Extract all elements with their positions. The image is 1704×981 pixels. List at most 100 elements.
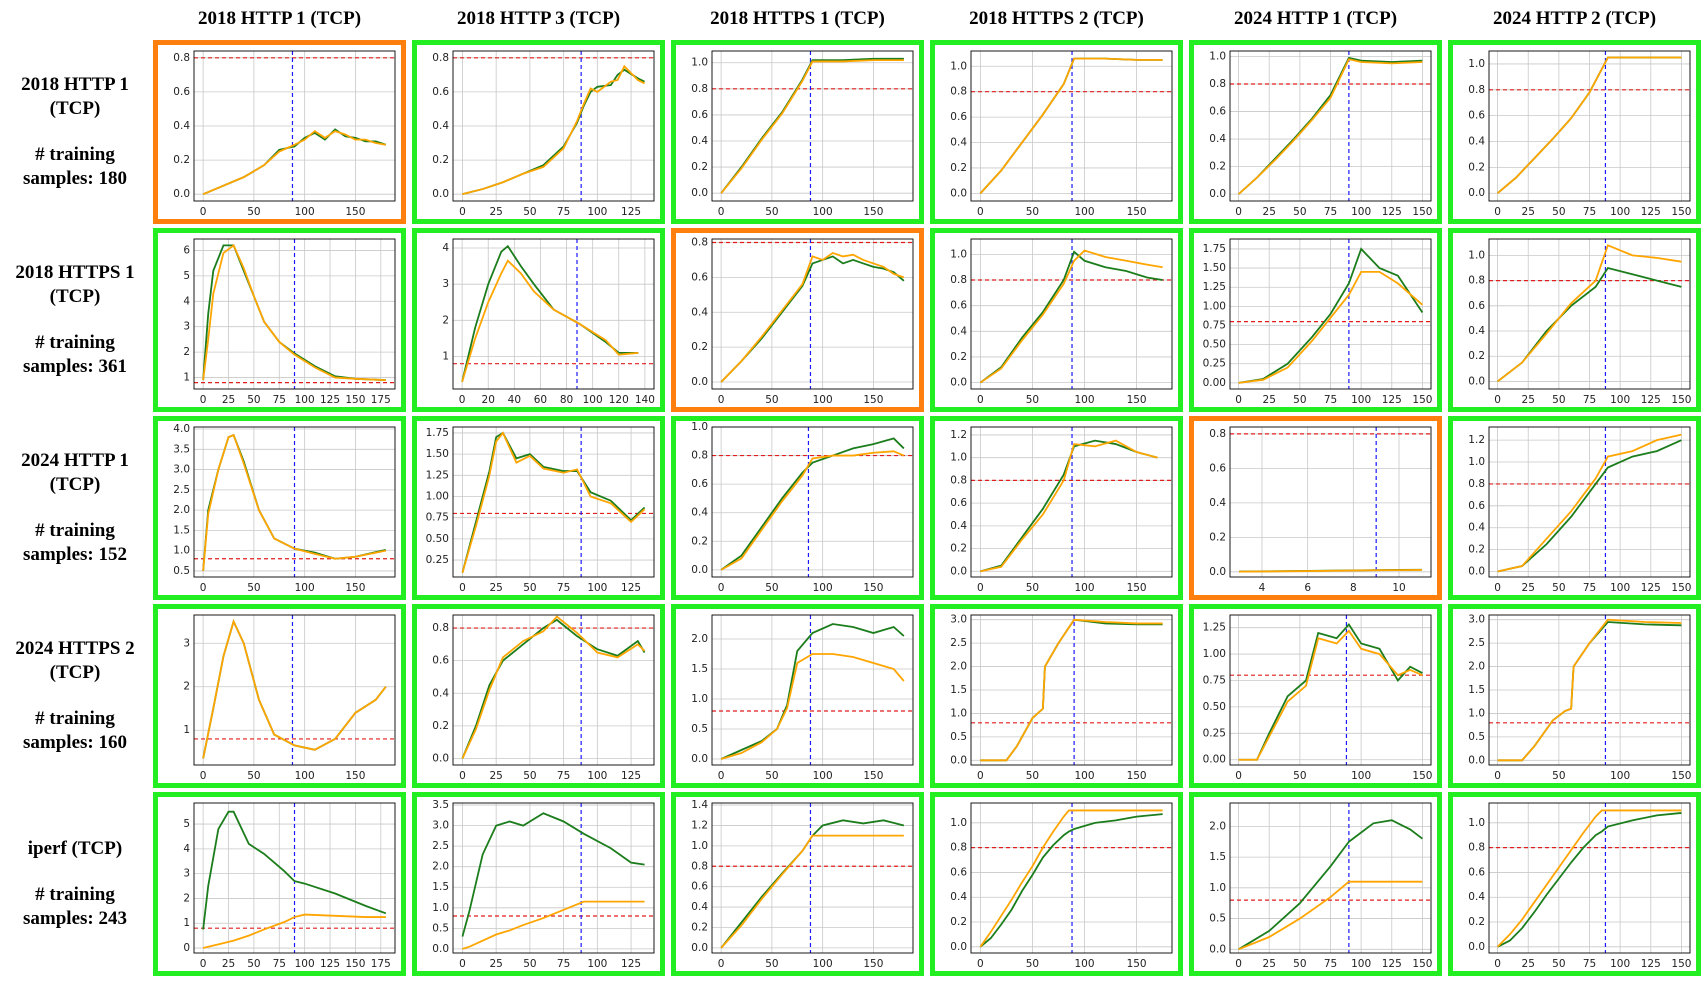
y-tick-label: 0.0 xyxy=(1209,943,1226,955)
x-tick-label: 25 xyxy=(489,770,502,782)
x-tick-label: 125 xyxy=(1641,958,1661,970)
x-tick-label: 150 xyxy=(1412,770,1432,782)
x-tick-label: 25 xyxy=(489,958,502,970)
series-line xyxy=(720,834,904,949)
y-tick-label: 6 xyxy=(183,244,190,256)
x-tick-label: 125 xyxy=(621,770,641,782)
chart-panel: 0.0 0.2 0.4 0.6 0.8 0 25 50 75 100 125 xyxy=(412,604,665,788)
y-tick-label: 0.5 xyxy=(173,565,190,577)
x-tick-label: 50 xyxy=(1026,770,1039,782)
x-tick-label: 75 xyxy=(557,958,570,970)
x-tick-label: 10 xyxy=(1392,582,1405,594)
y-tick-label: 0.00 xyxy=(1203,377,1226,389)
series-line xyxy=(1497,244,1682,383)
y-tick-label: 0.8 xyxy=(1209,428,1226,440)
x-tick-label: 125 xyxy=(1382,206,1402,218)
x-tick-label: 25 xyxy=(222,394,235,406)
plot-frame xyxy=(1229,614,1432,766)
y-tick-label: 1.2 xyxy=(691,819,708,831)
y-tick-label: 0.4 xyxy=(173,120,190,132)
plot-frame xyxy=(452,614,655,766)
y-tick-label: 1.25 xyxy=(426,469,449,481)
x-tick-label: 100 xyxy=(1074,958,1094,970)
x-tick-label: 50 xyxy=(765,582,778,594)
y-tick-label: 0.50 xyxy=(1203,701,1226,713)
y-tick-label: 0.25 xyxy=(426,554,449,566)
chart: 0.0 0.2 0.4 0.6 0.8 1.0 0 25 50 75 100 125 150 xyxy=(1468,802,1691,970)
y-tick-label: 2 xyxy=(183,892,190,904)
x-tick-label: 75 xyxy=(1324,958,1337,970)
x-tick-label: 150 xyxy=(863,770,883,782)
series-line xyxy=(979,250,1163,384)
x-tick-label: 150 xyxy=(1412,206,1432,218)
x-tick-label: 50 xyxy=(1026,582,1039,594)
column-header: 2018 HTTP 3 (TCP) xyxy=(456,8,621,29)
plot-frame xyxy=(452,50,655,202)
y-tick-label: 1.0 xyxy=(1209,51,1226,63)
series-line xyxy=(1497,618,1682,762)
x-tick-label: 125 xyxy=(621,206,641,218)
y-tick-label: 0.6 xyxy=(1468,300,1485,312)
x-tick-label: 100 xyxy=(295,394,315,406)
chart-panel: 0 1 2 3 4 5 0 25 50 75 100 125 150 175 xyxy=(153,792,406,976)
y-tick-label: 0.0 xyxy=(691,376,708,388)
plot-frame xyxy=(711,614,914,766)
y-tick-label: 4 xyxy=(183,843,190,855)
y-tick-label: 0.6 xyxy=(432,655,449,667)
chart-panel: 1 2 3 4 5 6 0 25 50 75 100 125 150 175 xyxy=(153,228,406,412)
chart-panel: 0.0 0.2 0.4 0.6 0.8 1.0 0 25 50 75 100 125 150 xyxy=(1189,40,1442,224)
series-line xyxy=(720,255,905,383)
x-tick-label: 100 xyxy=(1074,770,1094,782)
x-tick-label: 150 xyxy=(345,206,365,218)
series-line xyxy=(1237,58,1423,195)
x-tick-label: 100 xyxy=(587,958,607,970)
y-tick-label: 0.2 xyxy=(1468,544,1485,556)
series-line xyxy=(202,913,386,949)
chart: 0.0 0.2 0.4 0.6 0.8 0 25 50 75 100 125 xyxy=(432,50,655,218)
x-tick-label: 0 xyxy=(718,582,725,594)
x-tick-label: 25 xyxy=(1263,958,1276,970)
row-header: 2018 HTTPS 1 (TCP) # training samples: 36… xyxy=(0,226,150,414)
chart-panel: 0.25 0.50 0.75 1.00 1.25 1.50 1.75 0 25 50 75 100 12… xyxy=(412,416,665,600)
y-tick-label: 1.00 xyxy=(1203,648,1226,660)
x-tick-label: 100 xyxy=(813,770,833,782)
y-tick-label: 0.6 xyxy=(691,109,708,121)
y-tick-label: 0.4 xyxy=(1209,497,1226,509)
y-tick-label: 0.75 xyxy=(426,512,449,524)
x-tick-label: 125 xyxy=(1382,394,1402,406)
x-tick-label: 50 xyxy=(1552,582,1565,594)
plot-frame xyxy=(970,426,1173,578)
chart: 0.0 0.2 0.4 0.6 0.8 1.0 0 50 100 150 xyxy=(691,421,914,594)
y-tick-label: 0.8 xyxy=(1468,842,1485,854)
x-tick-label: 150 xyxy=(345,958,365,970)
x-tick-label: 60 xyxy=(534,394,547,406)
chart: 0.5 1.0 1.5 2.0 2.5 3.0 3.5 4.0 0 50 100 150 xyxy=(173,423,396,594)
y-tick-label: 1.0 xyxy=(950,707,967,719)
plot-frame xyxy=(711,426,914,578)
x-tick-label: 50 xyxy=(765,394,778,406)
y-tick-label: 2 xyxy=(183,681,190,693)
chart-panel: 0.0 0.5 1.0 1.5 2.0 2.5 3.0 0 50 100 150 xyxy=(930,604,1183,788)
x-tick-label: 75 xyxy=(1324,206,1337,218)
y-tick-label: 0.6 xyxy=(432,86,449,98)
x-tick-label: 125 xyxy=(320,394,340,406)
y-tick-label: 0.4 xyxy=(950,520,967,532)
x-tick-label: 125 xyxy=(320,958,340,970)
x-tick-label: 0 xyxy=(459,582,466,594)
y-tick-label: 0.0 xyxy=(1468,566,1485,578)
row-label: 2024 HTTPS 2 (TCP) xyxy=(15,638,135,683)
y-tick-label: 0.4 xyxy=(691,901,708,913)
y-tick-label: 0.6 xyxy=(1468,866,1485,878)
y-tick-label: 0.75 xyxy=(1203,674,1226,686)
x-tick-label: 100 xyxy=(813,206,833,218)
y-tick-label: 2.5 xyxy=(1468,637,1485,649)
x-tick-label: 0 xyxy=(977,770,984,782)
series-line xyxy=(1238,880,1423,951)
chart: 0.0 0.2 0.4 0.6 0.8 1.0 0 25 50 75 100 125 150 xyxy=(1209,51,1432,218)
y-tick-label: 0.4 xyxy=(691,306,708,318)
chart: 0.0 0.2 0.4 0.6 0.8 1.0 0 25 50 75 100 125 150 xyxy=(1468,238,1691,406)
chart: 0.0 0.2 0.4 0.6 0.8 1.0 0 50 100 150 xyxy=(950,50,1173,218)
y-tick-label: 1.0 xyxy=(950,60,967,72)
plot-frame xyxy=(452,426,655,578)
